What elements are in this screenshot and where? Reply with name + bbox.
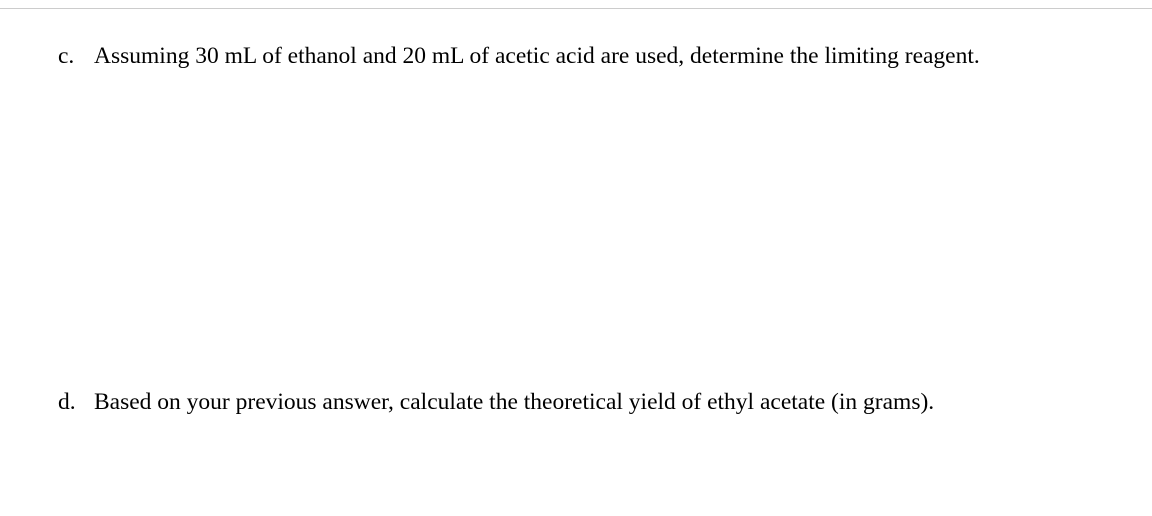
question-d: d. Based on your previous answer, calcul… xyxy=(58,384,1112,420)
question-c-marker: c. xyxy=(58,38,94,74)
question-d-marker: d. xyxy=(58,384,94,420)
question-c-text: Assuming 30 mL of ethanol and 20 mL of a… xyxy=(94,38,1112,74)
question-c: c. Assuming 30 mL of ethanol and 20 mL o… xyxy=(58,38,1112,74)
question-content: c. Assuming 30 mL of ethanol and 20 mL o… xyxy=(0,0,1152,421)
question-d-text: Based on your previous answer, calculate… xyxy=(94,384,1112,420)
page-divider xyxy=(0,8,1152,9)
